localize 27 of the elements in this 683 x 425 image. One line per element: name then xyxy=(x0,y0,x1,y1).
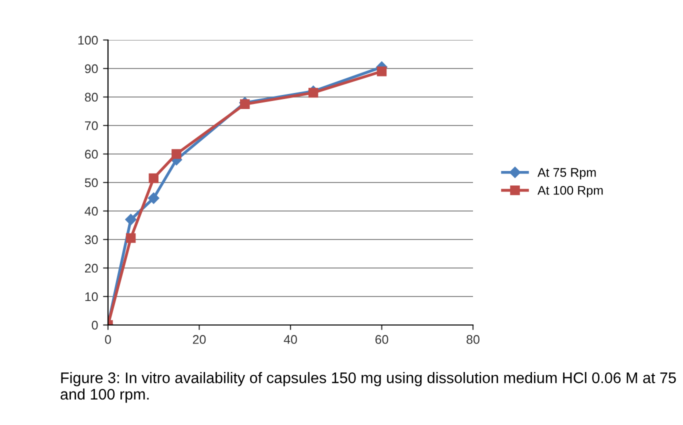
x-tick-label: 80 xyxy=(466,335,480,344)
point xyxy=(308,88,318,98)
x-tick-label: 40 xyxy=(284,335,297,344)
y-tick-label: 0 xyxy=(92,320,98,330)
legend-label: At 100 Rpm xyxy=(538,186,603,198)
y-tick-label: 100 xyxy=(78,36,98,45)
y-tick-label: 90 xyxy=(84,64,98,74)
y-tick-label: 80 xyxy=(84,92,98,102)
point xyxy=(125,214,136,226)
x-tick-label: 60 xyxy=(375,335,388,344)
y-tick-label: 70 xyxy=(85,121,98,130)
point xyxy=(126,233,136,243)
y-tick-label: 10 xyxy=(85,292,98,302)
point xyxy=(172,149,182,159)
y-tick-label: 50 xyxy=(84,178,98,188)
x-tick-label: 0 xyxy=(105,335,111,344)
legend-label: At 75 Rpm xyxy=(538,168,596,180)
y-tick-label: 60 xyxy=(85,150,98,159)
point xyxy=(148,192,160,204)
y-tick-label: 20 xyxy=(85,264,98,273)
point xyxy=(148,173,158,184)
x-tick-label: 20 xyxy=(192,335,206,344)
caption: Figure 3: In vitro availability of capsules 150 mg using dissolution medium HCl 0.06 M at 75 and 100 rpm. xyxy=(60,372,676,403)
point xyxy=(376,66,387,76)
point xyxy=(240,99,250,109)
y-tick-label: 40 xyxy=(84,206,98,216)
y-tick-label: 30 xyxy=(84,235,98,244)
